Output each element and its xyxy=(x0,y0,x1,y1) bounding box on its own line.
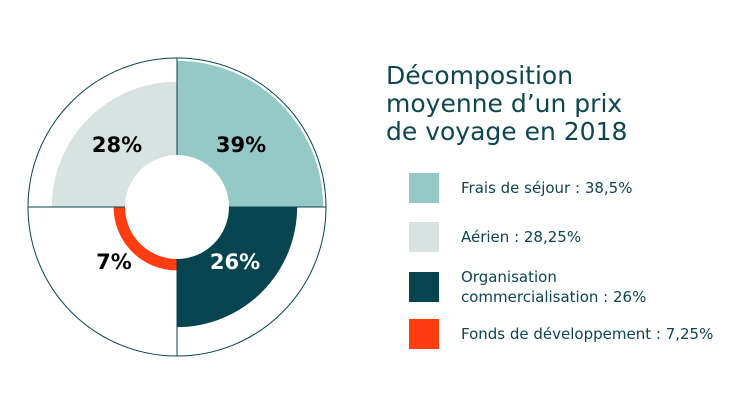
legend-label-line: Organisation xyxy=(461,268,557,286)
donut-hole xyxy=(125,155,229,259)
legend-item-frais-de-sejour: Frais de séjour : 38,5% xyxy=(409,172,632,204)
legend-swatch xyxy=(409,222,439,252)
legend-swatch xyxy=(409,272,439,302)
legend-label-line: Aérien : 28,25% xyxy=(461,228,582,246)
legend-item-fonds-de-developpement: Fonds de développement : 7,25% xyxy=(409,318,713,350)
legend-label: Frais de séjour : 38,5% xyxy=(461,178,632,198)
slice-label-organisation-commercialisation: 26% xyxy=(210,250,260,274)
legend-label: Aérien : 28,25% xyxy=(461,227,581,247)
legend-label: Organisation commercialisation : 26% xyxy=(461,267,646,307)
chart-title-line: de voyage en 2018 xyxy=(386,117,628,146)
slice-label-frais-de-sejour: 39% xyxy=(216,133,266,157)
legend-label: Fonds de développement : 7,25% xyxy=(461,324,713,344)
legend-swatch xyxy=(409,173,439,203)
chart-title: Décomposition moyenne d’un prix de voyag… xyxy=(386,62,736,146)
chart: 39% 28% 26% 7% xyxy=(27,57,327,357)
legend-swatch xyxy=(409,319,439,349)
legend-label-line: Frais de séjour : 38,5% xyxy=(461,179,633,197)
legend-label-line: commercialisation : 26% xyxy=(461,288,647,306)
chart-title-line: moyenne d’un prix xyxy=(386,89,623,118)
slice-label-fonds-de-developpement: 7% xyxy=(96,250,132,274)
legend-item-aerien: Aérien : 28,25% xyxy=(409,221,581,253)
legend-label-line: Fonds de développement : 7,25% xyxy=(461,325,714,343)
legend-item-organisation-commercialisation: Organisation commercialisation : 26% xyxy=(409,267,646,307)
chart-title-line: Décomposition xyxy=(386,61,574,90)
slice-label-aerien: 28% xyxy=(92,133,142,157)
